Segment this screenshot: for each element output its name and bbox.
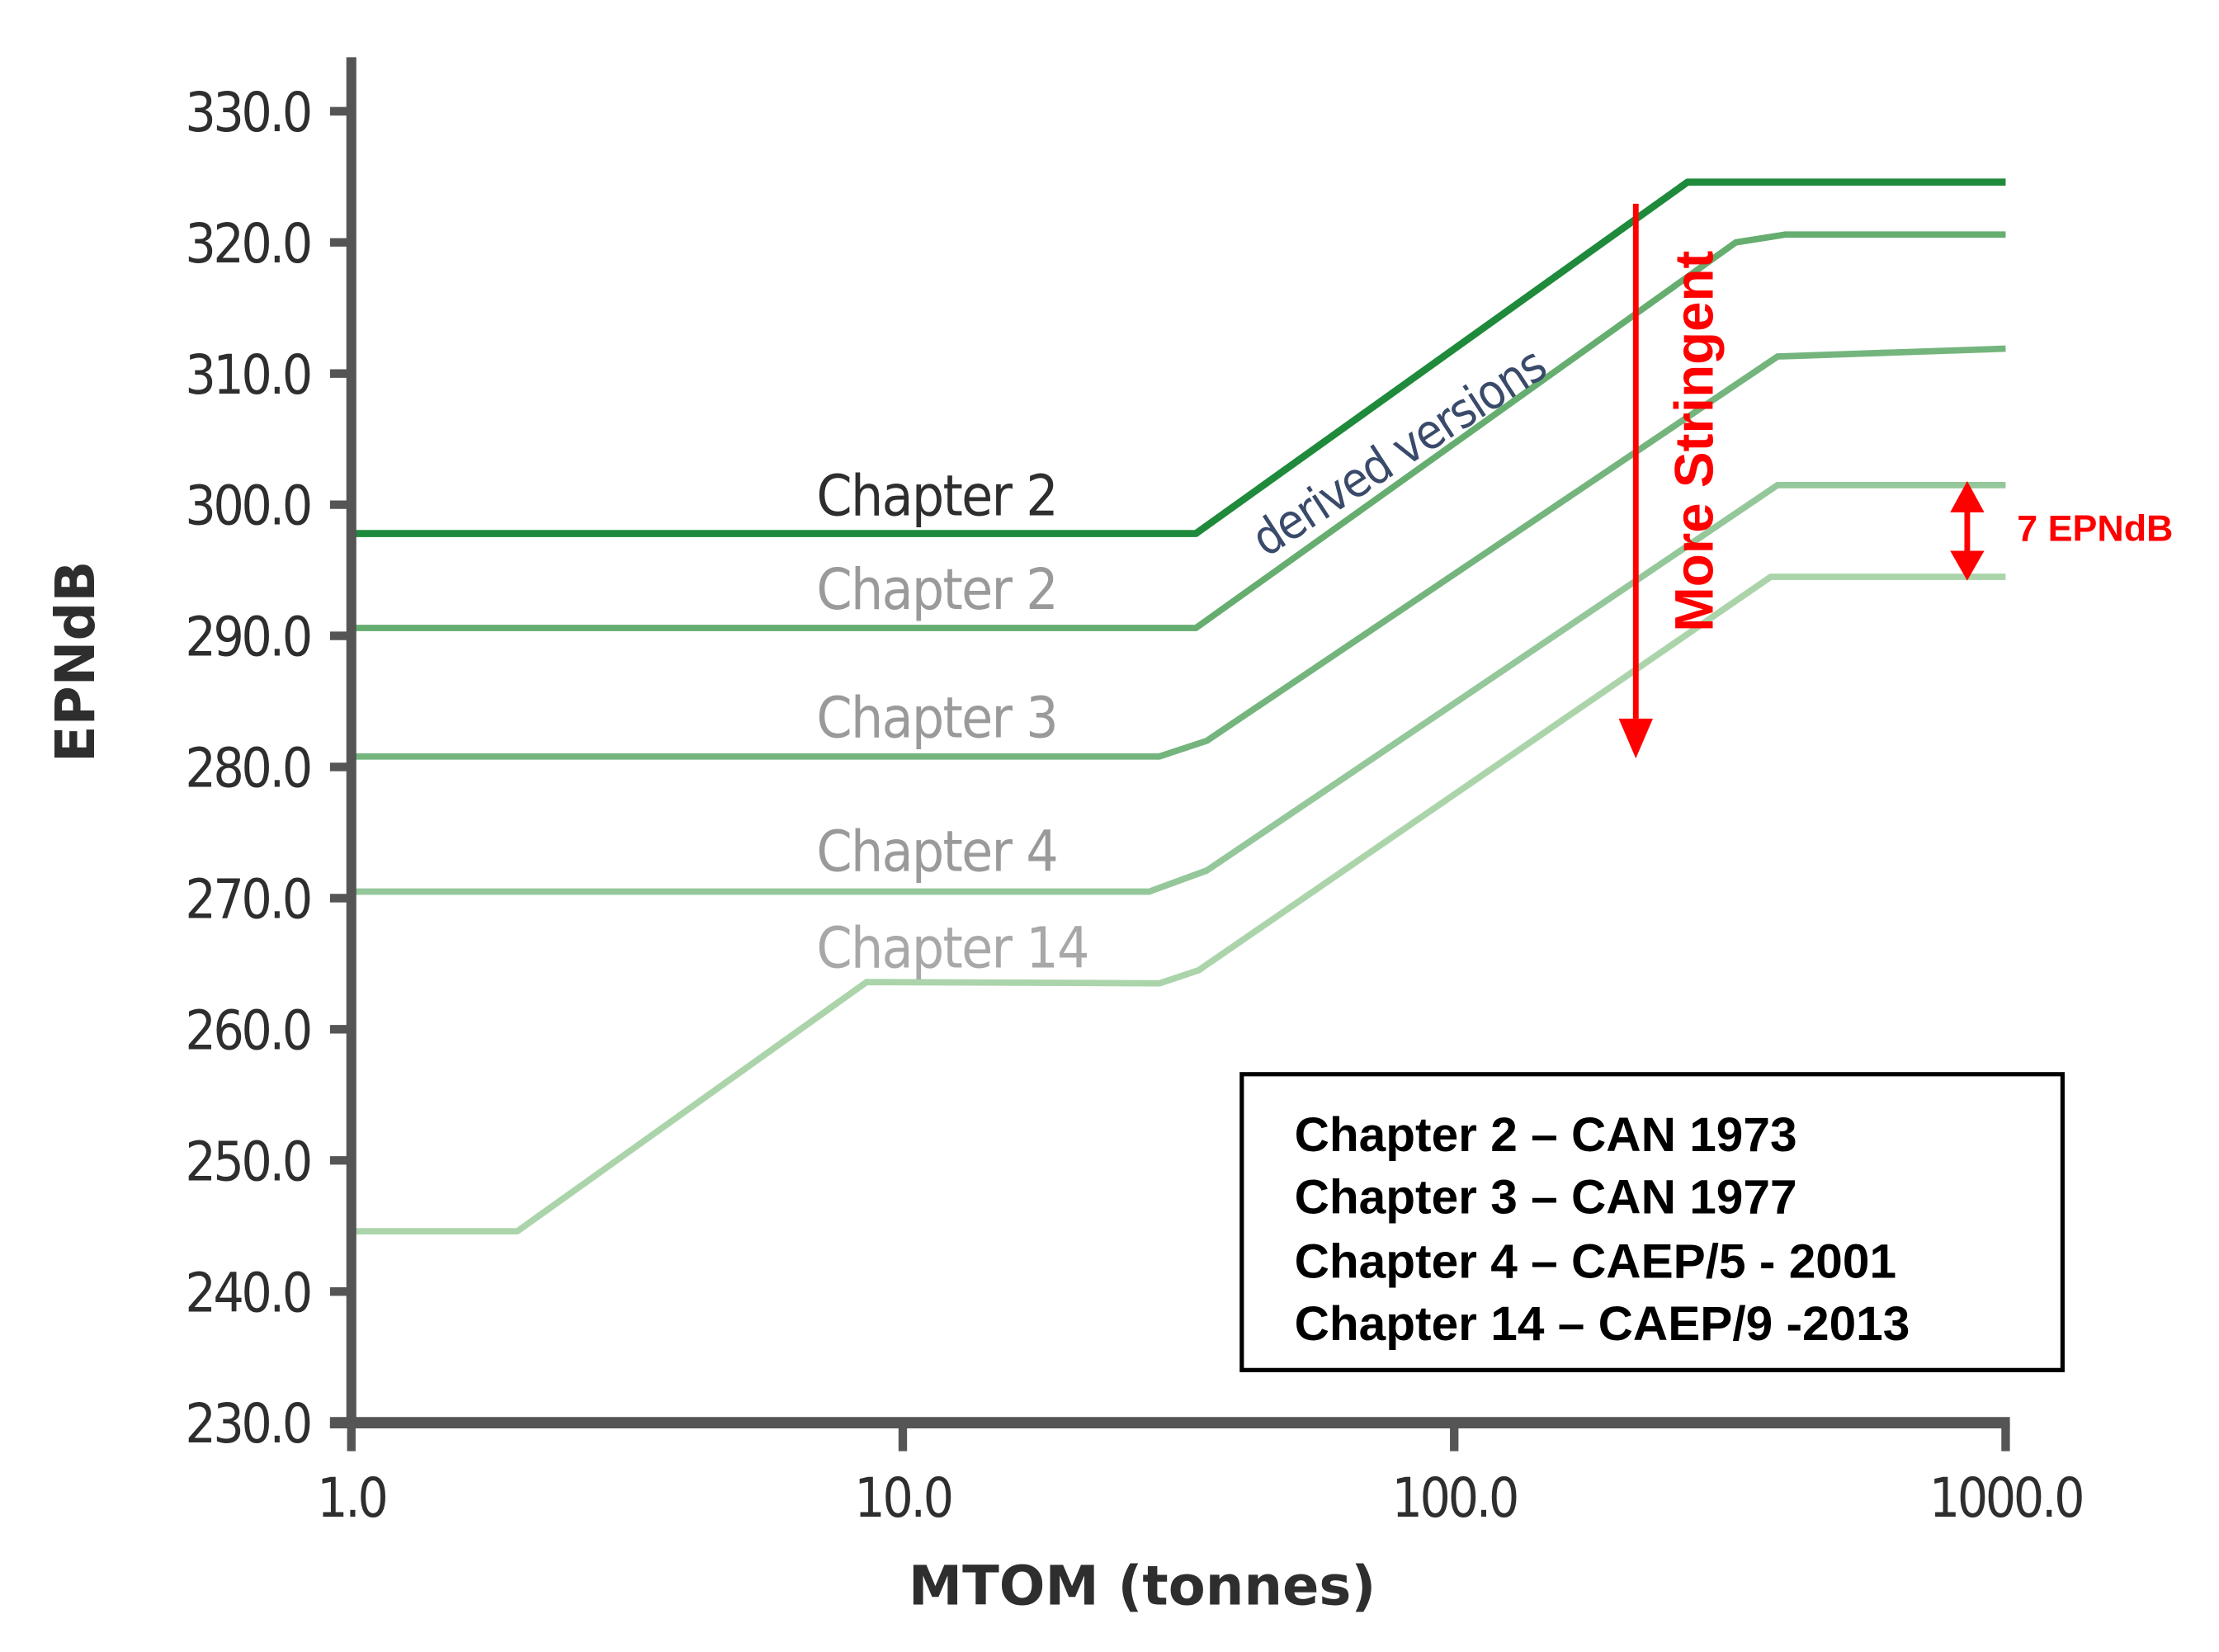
gap-label: 7 EPNdB	[2017, 507, 2173, 549]
y-tick-label: 250.0	[185, 1130, 309, 1193]
y-tick-label: 330.0	[185, 82, 309, 144]
x-tick-label: 10.0	[854, 1467, 951, 1530]
x-tick-label: 100.0	[1392, 1467, 1517, 1530]
x-tick-label: 1000.0	[1929, 1467, 2082, 1530]
series-line-1	[351, 231, 2006, 631]
y-tick-label: 240.0	[185, 1262, 309, 1324]
series-label: Chapter 4	[816, 819, 1057, 885]
series-label: Chapter 3	[816, 685, 1057, 751]
series-labels: Chapter 2 Chapter 2 Chapter 3 Chapter 4 Chap…	[816, 463, 1089, 982]
y-tick-label: 310.0	[185, 344, 309, 407]
x-axis-title: MTOM (tonnes)	[909, 1555, 1376, 1618]
derived-versions-annotation: derived versions	[1242, 337, 1556, 568]
legend-entry: Chapter 2 – CAN 1973	[1295, 1108, 1797, 1162]
x-tick-label: 1.0	[317, 1467, 385, 1530]
series-label: Chapter 2	[816, 463, 1057, 529]
y-tick-label: 230.0	[185, 1393, 309, 1456]
more-stringent-label: More Stringent	[1664, 250, 1724, 631]
legend-entry: Chapter 3 – CAN 1977	[1295, 1171, 1797, 1225]
series-layer	[351, 178, 2006, 1234]
series-line-0	[351, 178, 2006, 537]
legend-entry: Chapter 14 – CAEP/9 -2013	[1295, 1297, 1910, 1351]
gap-double-arrow	[1950, 480, 1985, 581]
series-line-3	[351, 481, 2006, 895]
more-stringent-arrow	[1618, 203, 1653, 759]
series-line-2	[351, 345, 2006, 760]
legend-entry: Chapter 4 – CAEP/5 - 2001	[1295, 1234, 1896, 1288]
series-line-4	[351, 573, 2006, 1234]
legend-box: Chapter 2 – CAN 1973 Chapter 3 – CAN 197…	[1239, 1072, 2065, 1372]
series-label: Chapter 2	[816, 557, 1057, 623]
y-tick-label: 320.0	[185, 213, 309, 276]
y-axis-title: EPNdB	[45, 561, 107, 762]
y-tick-label: 280.0	[185, 738, 309, 800]
series-label: Chapter 14	[816, 916, 1088, 982]
y-tick-label: 290.0	[185, 607, 309, 669]
y-tick-label: 260.0	[185, 999, 309, 1062]
y-tick-label: 300.0	[185, 475, 309, 538]
y-tick-label: 270.0	[185, 869, 309, 932]
axes: 330.0 320.0 310.0 300.0 290.0 280.0 270.0 260.0…	[185, 57, 2085, 1530]
